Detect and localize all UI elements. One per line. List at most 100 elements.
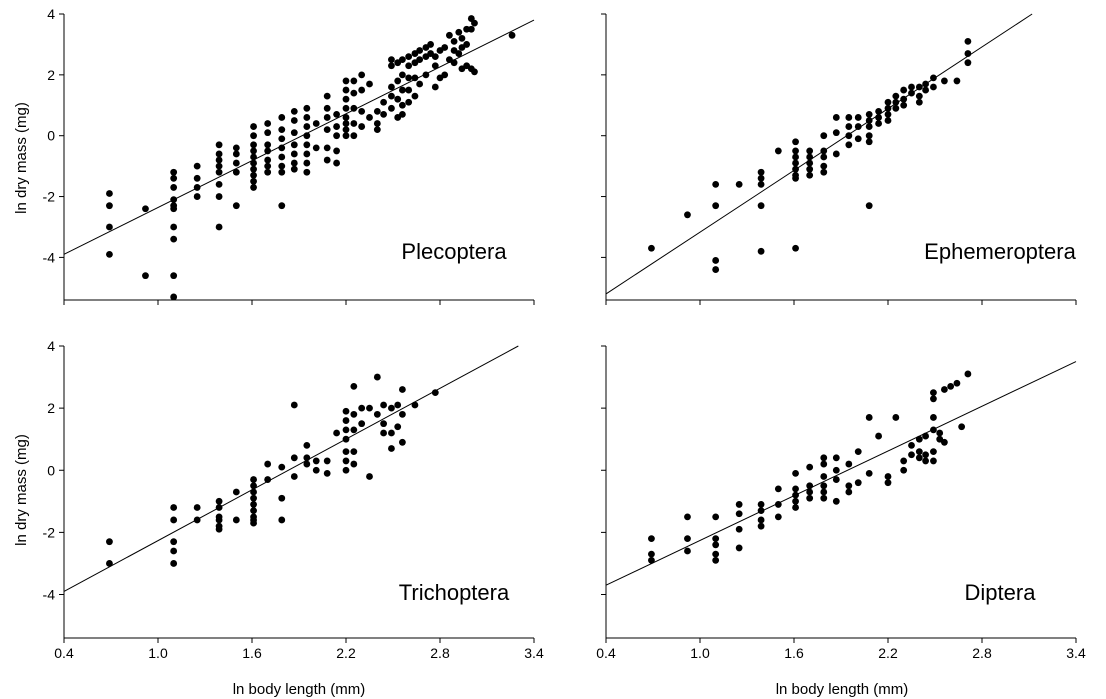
trichoptera-data-point <box>232 516 240 524</box>
x-axis-title-left: ln body length (mm) <box>233 681 366 698</box>
ephemeroptera-data-point <box>792 244 799 252</box>
diptera-data-point <box>832 497 840 505</box>
plecoptera-data-point <box>232 150 240 158</box>
plecoptera-data-point <box>264 120 272 127</box>
plecoptera-data-point <box>250 147 257 155</box>
diptera-data-point <box>930 426 937 434</box>
trichoptera-data-point <box>170 538 178 546</box>
trichoptera-data-point <box>380 429 387 437</box>
diptera-data-point <box>865 414 873 421</box>
plecoptera-data-point <box>471 68 478 76</box>
plecoptera-data-point <box>290 159 298 167</box>
trichoptera-data-point <box>170 504 178 511</box>
diptera-data-point <box>884 479 892 487</box>
plecoptera-data-point <box>290 165 298 173</box>
plecoptera-data-point <box>264 141 272 149</box>
trichoptera-xtick-label: 2.8 <box>430 645 450 661</box>
trichoptera-data-point <box>342 448 350 456</box>
trichoptera-panel-title: Trichoptera <box>399 580 510 605</box>
plecoptera-data-point <box>342 114 350 121</box>
diptera-data-point <box>865 469 873 477</box>
plecoptera-data-point <box>106 202 113 210</box>
ephemeroptera-data-point <box>712 257 720 264</box>
diptera-data-point <box>908 442 915 449</box>
trichoptera-data-point <box>303 442 311 449</box>
ephemeroptera-data-point <box>712 180 720 188</box>
plecoptera-data-point <box>278 202 286 210</box>
ephemeroptera-data-point <box>806 153 814 161</box>
trichoptera-data-point <box>215 525 223 533</box>
plecoptera-data-point <box>312 144 320 152</box>
trichoptera-data-point <box>250 488 257 496</box>
trichoptera-data-point <box>399 386 406 393</box>
ephemeroptera-data-point <box>820 162 828 170</box>
plecoptera-data-point <box>303 150 311 158</box>
plecoptera-data-point <box>232 202 240 210</box>
plecoptera-data-point <box>366 80 373 88</box>
diptera-data-point <box>792 504 799 511</box>
plecoptera-data-point <box>399 71 406 79</box>
trichoptera-data-point <box>342 466 350 474</box>
diptera-data-point <box>806 488 814 496</box>
plecoptera-data-point <box>303 159 311 167</box>
plecoptera-data-point <box>106 250 113 258</box>
plecoptera-ytick-label: 4 <box>47 6 55 22</box>
ephemeroptera-data-point <box>922 86 929 94</box>
plecoptera-data-point <box>405 53 413 60</box>
trichoptera-data-point <box>303 454 311 462</box>
diptera-data-point <box>792 491 799 499</box>
ephemeroptera-data-point <box>820 153 828 161</box>
ephemeroptera-data-point <box>684 211 691 219</box>
diptera-data-point <box>712 513 720 521</box>
plecoptera-data-point <box>431 83 439 91</box>
ephemeroptera-data-point <box>854 135 862 143</box>
ephemeroptera-data-point <box>865 132 873 140</box>
trichoptera-data-point <box>193 516 201 524</box>
ephemeroptera-data-point <box>757 174 765 182</box>
trichoptera-data-point <box>323 469 331 477</box>
plecoptera-data-point <box>323 114 331 121</box>
y-axis-title-top: ln dry mass (mg) <box>13 102 30 214</box>
plecoptera-data-point <box>422 71 430 79</box>
diptera-data-point <box>922 451 929 459</box>
plecoptera-data-point <box>350 104 358 112</box>
diptera-data-point <box>735 544 743 552</box>
plecoptera-data-point <box>455 50 463 57</box>
ephemeroptera-data-point <box>845 132 853 140</box>
plecoptera-data-point <box>303 141 311 149</box>
ephemeroptera-data-point <box>884 117 892 124</box>
diptera-data-point <box>806 482 814 490</box>
trichoptera-data-point <box>388 429 395 437</box>
trichoptera-data-point <box>399 438 406 446</box>
ephemeroptera-data-point <box>930 74 937 82</box>
trichoptera-data-point <box>342 426 350 434</box>
plecoptera-data-point <box>405 98 413 106</box>
ephemeroptera-data-point <box>757 168 765 176</box>
diptera-data-point <box>820 494 828 502</box>
plecoptera-data-point <box>278 114 286 121</box>
ephemeroptera-data-point <box>900 86 908 94</box>
ephemeroptera-data-point <box>832 129 840 137</box>
plecoptera-ytick-label: 2 <box>47 67 55 83</box>
diptera-data-point <box>941 438 948 446</box>
plecoptera-data-point <box>399 56 406 64</box>
ephemeroptera-data-point <box>648 244 655 252</box>
plecoptera-data-point <box>373 107 381 115</box>
plecoptera-data-point <box>399 86 406 94</box>
plecoptera-data-point <box>303 168 311 176</box>
diptera-data-point <box>820 473 828 480</box>
plecoptera-data-point <box>350 120 358 127</box>
ephemeroptera-data-point <box>964 59 972 67</box>
diptera-data-point <box>757 507 765 515</box>
trichoptera-data-point <box>323 457 331 465</box>
plecoptera-data-point <box>170 235 178 243</box>
ephemeroptera-data-point <box>757 247 765 255</box>
plecoptera-panel-title: Plecoptera <box>401 239 507 264</box>
trichoptera-data-point <box>350 460 358 468</box>
plecoptera-ytick-label: -2 <box>43 189 56 205</box>
plecoptera-data-point <box>350 89 358 97</box>
ephemeroptera-data-point <box>953 77 961 85</box>
plecoptera-data-point <box>358 123 366 130</box>
plecoptera-data-point <box>333 111 340 118</box>
